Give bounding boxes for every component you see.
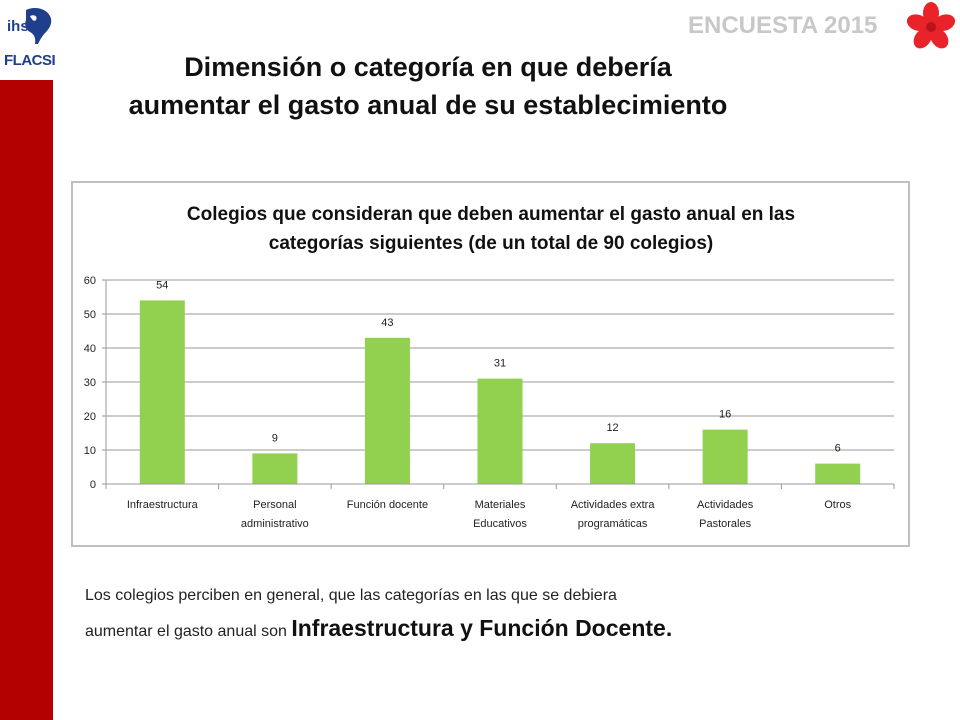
footer-line2-emphasis: Infraestructura y Función Docente. bbox=[291, 615, 673, 641]
bar bbox=[815, 463, 861, 484]
x-category-label: Otros bbox=[824, 499, 851, 511]
y-tick-label: 40 bbox=[84, 343, 96, 355]
y-tick-label: 10 bbox=[84, 445, 96, 457]
chart-frame bbox=[71, 181, 910, 547]
x-category-label: programáticas bbox=[578, 518, 648, 530]
data-label: 43 bbox=[381, 317, 393, 329]
bar bbox=[364, 337, 410, 484]
x-category-label: administrativo bbox=[241, 518, 309, 530]
data-label: 6 bbox=[835, 443, 841, 455]
chart-title-line1: Colegios que consideran que deben aument… bbox=[186, 204, 796, 225]
footer-text: Los colegios perciben en general, que la… bbox=[85, 580, 885, 648]
sidebar-bar bbox=[0, 80, 53, 720]
bar bbox=[139, 300, 185, 484]
data-label: 54 bbox=[156, 279, 168, 291]
x-category-label: Personal bbox=[253, 499, 296, 511]
x-category-label: Actividades bbox=[697, 499, 754, 511]
logo-flacsi-text: FLACSI bbox=[4, 52, 56, 69]
ihs-flacsi-logo: ihs FLACSI bbox=[4, 4, 56, 76]
y-tick-label: 60 bbox=[84, 275, 96, 287]
globe-icon bbox=[25, 8, 52, 44]
bar bbox=[590, 443, 636, 484]
page-title: Dimensión o categoría en que debería aum… bbox=[58, 48, 798, 124]
survey-year-label: ENCUESTA 2015 bbox=[688, 12, 878, 39]
chart-title: Colegios que consideran que deben aument… bbox=[0, 200, 960, 258]
x-category-label: Actividades extra bbox=[571, 499, 656, 511]
x-category-label: Educativos bbox=[473, 518, 527, 530]
x-category-label: Materiales bbox=[475, 499, 526, 511]
y-tick-label: 20 bbox=[84, 411, 96, 423]
bar bbox=[702, 429, 748, 484]
chart-title-line2: categorías siguientes (de un total de 90… bbox=[268, 233, 714, 254]
footer-line2-normal: aumentar el gasto anual son bbox=[85, 623, 292, 640]
bar bbox=[252, 453, 298, 484]
data-label: 9 bbox=[272, 432, 278, 444]
page-title-line2: aumentar el gasto anual de su establecim… bbox=[128, 90, 728, 120]
logo-ihs-text: ihs bbox=[7, 18, 29, 35]
footer-line2: aumentar el gasto anual son Infraestruct… bbox=[85, 612, 885, 648]
flower-icon bbox=[906, 2, 956, 49]
x-category-label: Función docente bbox=[347, 499, 428, 511]
data-label: 16 bbox=[719, 409, 731, 421]
footer-line1: Los colegios perciben en general, que la… bbox=[85, 587, 617, 604]
y-tick-label: 0 bbox=[90, 479, 96, 491]
y-tick-label: 50 bbox=[84, 309, 96, 321]
y-tick-label: 30 bbox=[84, 377, 96, 389]
page-title-line1: Dimensión o categoría en que debería bbox=[184, 52, 672, 82]
bar bbox=[477, 378, 523, 484]
data-label: 31 bbox=[494, 358, 506, 370]
x-category-label: Infraestructura bbox=[127, 499, 199, 511]
x-category-label: Pastorales bbox=[699, 518, 751, 530]
data-label: 12 bbox=[606, 422, 618, 434]
